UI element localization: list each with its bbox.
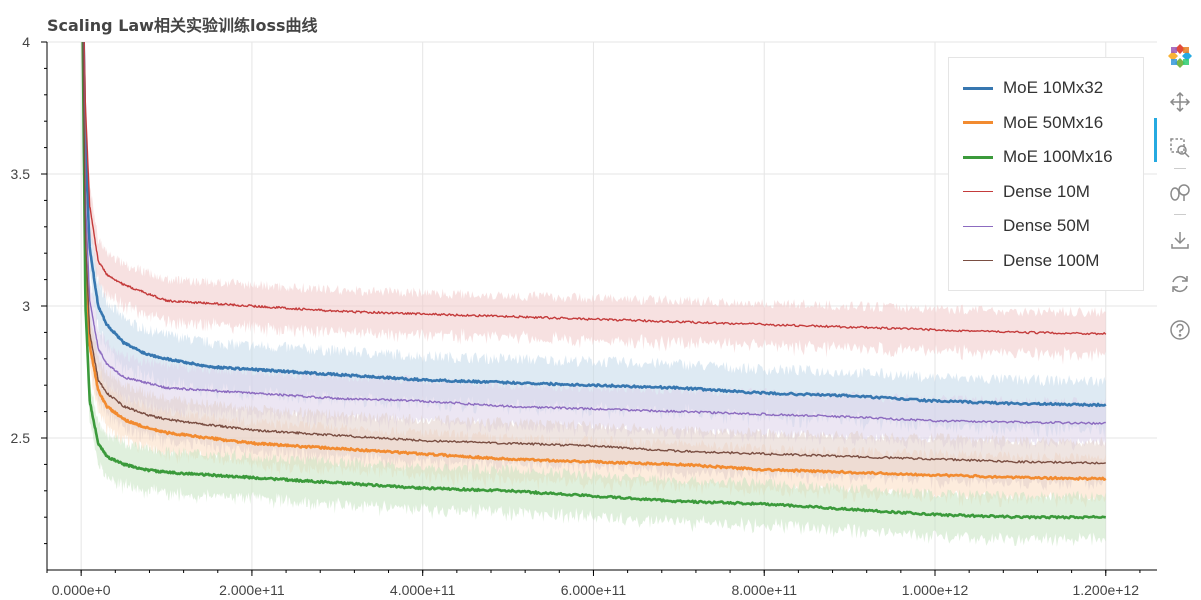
series-line-5 bbox=[82, 42, 1106, 465]
series-lines bbox=[81, 42, 1107, 520]
legend-swatch bbox=[963, 121, 993, 124]
y-tick-label: 2.5 bbox=[11, 430, 31, 446]
legend-item[interactable]: MoE 10Mx32 bbox=[963, 71, 1103, 105]
x-tick-label: 6.000e+11 bbox=[561, 582, 627, 598]
reset-icon[interactable] bbox=[1166, 270, 1194, 298]
axes: 0.000e+0 2.000e+11 4.000e+11 6.000e+11 8.000… bbox=[11, 34, 1157, 598]
legend-item[interactable]: Dense 100M bbox=[963, 244, 1099, 278]
y-tick-label: 3.5 bbox=[11, 166, 31, 182]
legend-item[interactable]: Dense 10M bbox=[963, 175, 1090, 209]
x-tick-label: 8.000e+11 bbox=[731, 582, 797, 598]
legend-item[interactable]: MoE 100Mx16 bbox=[963, 140, 1113, 174]
chart-title: Scaling Law相关实验训练loss曲线 bbox=[47, 16, 318, 35]
legend-label: MoE 50Mx16 bbox=[1003, 112, 1104, 132]
x-tick-label: 1.000e+12 bbox=[902, 582, 969, 598]
series-line-0 bbox=[82, 42, 1107, 408]
series-line-2 bbox=[81, 42, 1106, 520]
band-4 bbox=[82, 42, 1106, 453]
active-tool-indicator bbox=[1154, 118, 1157, 162]
band-5 bbox=[82, 42, 1106, 491]
x-tick-label: 1.200e+12 bbox=[1072, 582, 1139, 598]
x-tick-label: 4.000e+11 bbox=[390, 582, 456, 598]
legend-swatch bbox=[963, 191, 993, 192]
legend-swatch bbox=[963, 225, 993, 227]
save-icon[interactable] bbox=[1166, 226, 1194, 254]
band-0 bbox=[83, 42, 1106, 439]
legend-label: Dense 10M bbox=[1003, 181, 1090, 201]
help-icon[interactable] bbox=[1166, 316, 1194, 344]
y-tick-label: 4 bbox=[22, 34, 30, 50]
series-line-1 bbox=[81, 42, 1107, 481]
x-tick-label: 2.000e+11 bbox=[219, 582, 285, 598]
legend-swatch bbox=[963, 155, 993, 159]
legend-swatch bbox=[963, 86, 993, 90]
legend[interactable]: MoE 10Mx32 MoE 50Mx16 MoE 100Mx16 Dense 10M… bbox=[948, 57, 1144, 291]
legend-label: Dense 100M bbox=[1003, 250, 1100, 270]
toolbar-separator bbox=[1174, 214, 1186, 215]
legend-item[interactable]: MoE 50Mx16 bbox=[963, 106, 1103, 140]
x-tick-label: 0.000e+0 bbox=[52, 582, 111, 598]
toolbar-separator bbox=[1174, 168, 1186, 169]
legend-swatch bbox=[963, 260, 993, 261]
wheel-zoom-icon[interactable] bbox=[1166, 178, 1194, 206]
legend-label: Dense 50M bbox=[1003, 216, 1090, 235]
legend-label: MoE 10Mx32 bbox=[1003, 78, 1104, 97]
legend-item[interactable]: Dense 50M bbox=[963, 209, 1090, 243]
bokeh-logo-icon[interactable] bbox=[1166, 42, 1194, 70]
pan-icon[interactable] bbox=[1166, 88, 1194, 116]
series-line-3 bbox=[83, 42, 1107, 336]
series-line-4 bbox=[82, 42, 1106, 425]
y-tick-label: 3 bbox=[22, 298, 30, 314]
box-zoom-icon[interactable] bbox=[1166, 134, 1194, 162]
band-2 bbox=[82, 42, 1106, 547]
legend-label: MoE 100Mx16 bbox=[1003, 147, 1113, 166]
